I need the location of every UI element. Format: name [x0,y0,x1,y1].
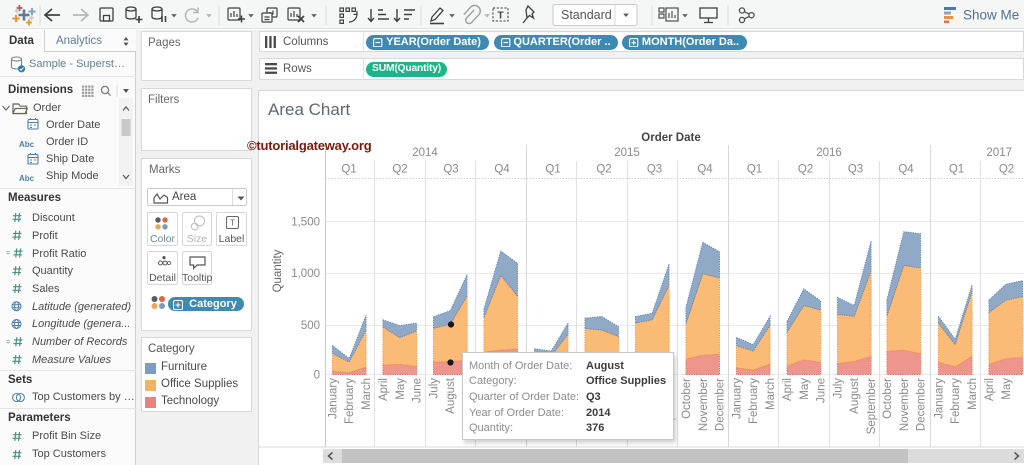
svg-text:1,000: 1,000 [291,268,320,280]
svg-text:Q1: Q1 [545,164,560,176]
svg-text:May: May [1001,378,1013,400]
svg-text:Q1: Q1 [949,164,964,176]
svg-text:June: June [816,378,828,403]
svg-text:November: November [698,378,710,431]
svg-text:August: August [849,377,861,414]
svg-text:Q3: Q3 [647,164,662,176]
svg-text:Q2: Q2 [999,164,1014,176]
svg-text:Q4: Q4 [697,164,713,176]
svg-text:1,500: 1,500 [291,217,320,229]
svg-text:April: April [378,378,390,401]
svg-text:February: February [748,378,760,424]
svg-text:March: March [967,378,979,410]
svg-text:Abc: Abc [19,174,35,183]
svg-text:Standard: Standard [561,8,612,22]
svg-text:May: May [395,378,407,400]
svg-text:June: June [412,378,424,403]
svg-text:January: January [933,378,945,419]
svg-text:2017: 2017 [986,147,1012,159]
svg-text:December: December [715,378,727,431]
svg-text:=: = [6,339,10,346]
svg-text:2016: 2016 [816,147,842,159]
svg-text:October: October [681,378,693,419]
svg-text:Q2: Q2 [392,164,407,176]
svg-text:2015: 2015 [614,147,640,159]
svg-text:September: September [866,378,878,434]
svg-text:Q4: Q4 [898,164,914,176]
svg-text:July: July [428,378,440,399]
svg-text:January: January [327,378,339,419]
svg-text:=: = [6,251,10,258]
svg-text:Quantity: Quantity [272,249,284,292]
svg-text:Q3: Q3 [443,164,458,176]
svg-text:Order Date: Order Date [641,132,700,144]
svg-text:April: April [782,378,794,401]
svg-text:July: July [832,378,844,399]
svg-text:December: December [916,378,928,431]
svg-text:March: March [361,378,373,410]
svg-text:February: February [344,378,356,424]
svg-text:T: T [230,218,235,228]
svg-text:January: January [731,378,743,419]
svg-text:Q1: Q1 [747,164,762,176]
svg-text:Q3: Q3 [848,164,863,176]
svg-text:October: October [882,378,894,419]
svg-text:April: April [984,378,996,401]
svg-text:T: T [497,11,503,22]
svg-text:Show Me: Show Me [963,8,1019,23]
svg-text:500: 500 [301,320,320,332]
svg-text:Q4: Q4 [494,164,510,176]
svg-text:March: March [765,378,777,410]
svg-text:August: August [445,377,457,414]
svg-text:0: 0 [314,370,320,382]
svg-text:November: November [899,378,911,431]
svg-text:Abc: Abc [19,140,35,149]
svg-text:Q1: Q1 [341,164,356,176]
svg-text:Q2: Q2 [798,164,813,176]
svg-text:May: May [799,378,811,400]
svg-text:Q2: Q2 [596,164,611,176]
svg-text:2014: 2014 [412,147,438,159]
svg-text:February: February [950,378,962,424]
